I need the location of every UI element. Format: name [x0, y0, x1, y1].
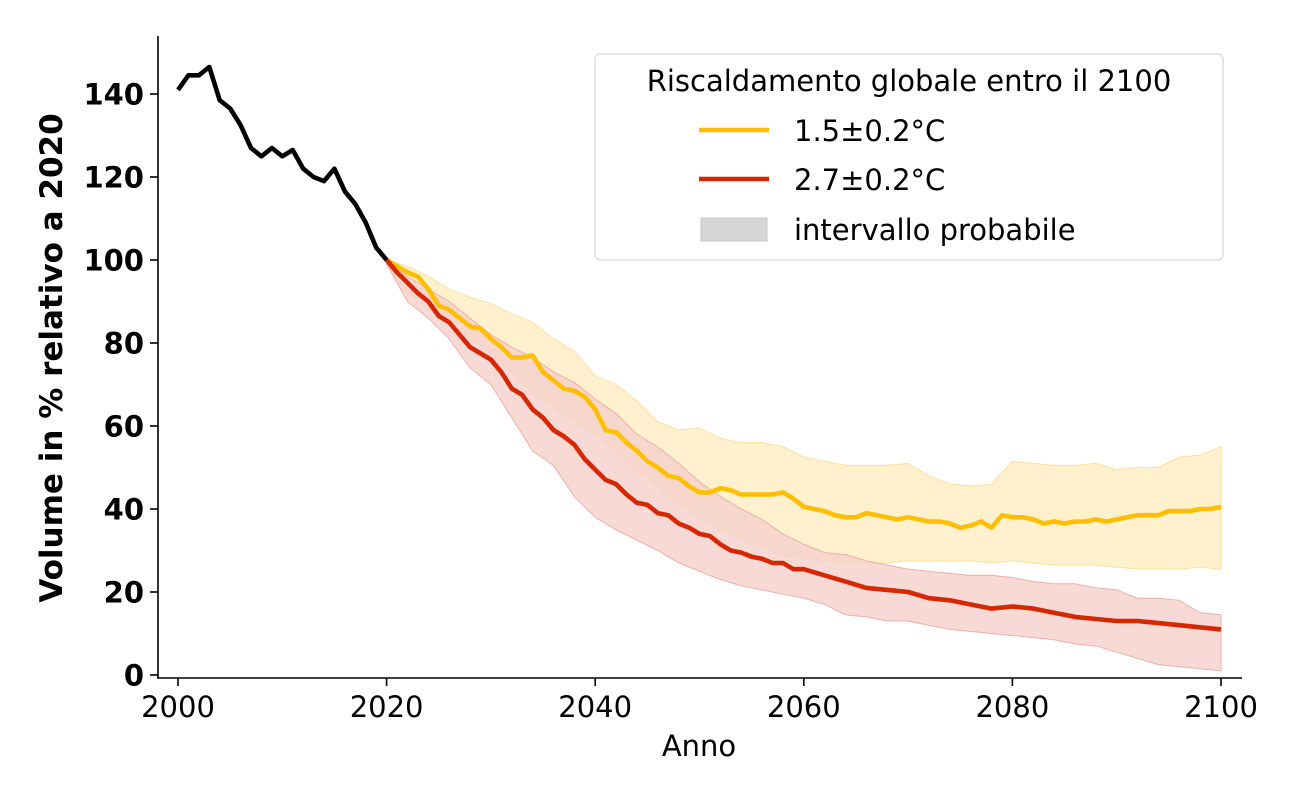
legend-label-1-5: 1.5±0.2°C: [794, 114, 945, 148]
x-tick-label: 2040: [558, 690, 632, 724]
legend: Riscaldamento globale entro il 2100 1.5±…: [594, 53, 1224, 261]
line-1-5-0-2-c: [385, 258, 1222, 530]
line-2-7-0-2-c: [384, 258, 1222, 632]
y-axis-label: Volume in % relativo a 2020: [34, 113, 70, 602]
band-2-7-0-2-c: [386, 258, 1222, 672]
x-tick-label: 2060: [767, 690, 841, 724]
uncertainty-bands: [386, 258, 1222, 672]
y-tick-label: 40: [104, 493, 144, 527]
line-osservato: [176, 64, 389, 262]
legend-swatch-range: [700, 217, 768, 242]
legend-title: Riscaldamento globale entro il 2100: [647, 64, 1172, 98]
y-ticks: 0 20 40 60 80 100 120 140: [83, 78, 158, 693]
legend-label-range: intervallo probabile: [794, 213, 1076, 247]
x-axis-label: Anno: [662, 729, 736, 763]
y-tick-label: 80: [104, 327, 144, 361]
axes: [157, 36, 1242, 679]
legend-frame: [594, 53, 1224, 261]
y-tick-label: 0: [124, 659, 144, 693]
y-tick-label: 100: [83, 244, 144, 278]
y-tick-label: 120: [83, 161, 144, 195]
x-ticks: 2000 2020 2040 2060 2080 2100: [141, 678, 1258, 724]
series-lines: [176, 64, 1222, 632]
legend-label-2-7: 2.7±0.2°C: [794, 163, 945, 197]
x-tick-label: 2080: [975, 690, 1049, 724]
x-tick-label: 2000: [141, 690, 215, 724]
x-tick-label: 2020: [350, 690, 424, 724]
y-tick-label: 20: [104, 576, 144, 610]
y-tick-label: 60: [104, 410, 144, 444]
x-tick-label: 2100: [1184, 690, 1258, 724]
y-tick-label: 140: [83, 78, 144, 112]
